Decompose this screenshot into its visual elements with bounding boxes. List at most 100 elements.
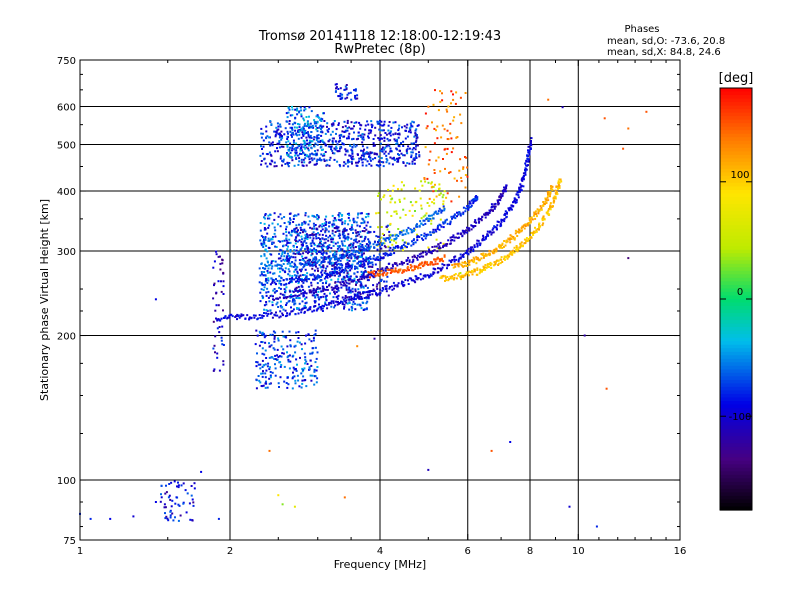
scatter-point bbox=[362, 302, 365, 304]
scatter-point bbox=[264, 217, 267, 220]
scatter-point bbox=[218, 331, 221, 334]
trace-point bbox=[391, 263, 394, 266]
scatter-point bbox=[294, 237, 297, 240]
scatter-point bbox=[380, 278, 383, 281]
trace-point bbox=[424, 260, 427, 263]
trace-point bbox=[402, 281, 405, 284]
colorbar-segment bbox=[720, 478, 752, 483]
scatter-point bbox=[285, 286, 288, 289]
scatter-point bbox=[379, 258, 382, 261]
scatter-point bbox=[263, 227, 266, 229]
scatter-point bbox=[414, 132, 417, 135]
scatter-point bbox=[301, 367, 304, 370]
trace-point bbox=[517, 230, 520, 233]
scatter-point bbox=[402, 154, 405, 157]
scatter-point bbox=[299, 226, 302, 229]
scatter-point bbox=[346, 238, 349, 241]
trace-point bbox=[336, 285, 339, 288]
trace-point bbox=[377, 243, 380, 246]
scatter-point bbox=[275, 303, 278, 306]
isolated-point bbox=[281, 503, 284, 506]
scatter-point bbox=[287, 360, 290, 363]
trace-point bbox=[507, 238, 510, 241]
scatter-point bbox=[335, 86, 338, 89]
scatter-point bbox=[339, 249, 342, 252]
scatter-point bbox=[313, 157, 316, 160]
scatter-point bbox=[348, 302, 351, 304]
scatter-point bbox=[361, 244, 364, 246]
scatter-point bbox=[301, 242, 304, 245]
scatter-point bbox=[283, 216, 286, 218]
scatter-point bbox=[385, 290, 388, 293]
scatter-point bbox=[355, 256, 358, 259]
scatter-point bbox=[379, 240, 382, 243]
scatter-point bbox=[168, 494, 171, 497]
trace-point bbox=[367, 271, 370, 274]
scatter-point bbox=[325, 228, 328, 231]
scatter-point bbox=[347, 137, 350, 140]
scatter-point bbox=[413, 135, 416, 138]
scatter-point bbox=[281, 251, 284, 254]
trace-point bbox=[293, 262, 296, 265]
trace-point bbox=[490, 262, 493, 265]
scatter-point bbox=[164, 517, 167, 520]
trace-point bbox=[416, 267, 419, 270]
scatter-point bbox=[329, 156, 332, 159]
scatter-point bbox=[365, 260, 368, 263]
scatter-point bbox=[300, 386, 303, 389]
scatter-point bbox=[369, 265, 372, 268]
trace-point bbox=[440, 267, 443, 270]
colorbar-segment bbox=[720, 488, 752, 494]
colorbar-segment bbox=[720, 168, 752, 173]
scatter-point bbox=[320, 290, 323, 293]
trace-point bbox=[397, 271, 400, 274]
scatter-point bbox=[212, 369, 215, 372]
scatter-point bbox=[385, 133, 388, 136]
scatter-point bbox=[447, 105, 450, 108]
scatter-point bbox=[411, 120, 414, 123]
scatter-point bbox=[214, 335, 217, 338]
scatter-point bbox=[277, 257, 280, 260]
trace-point bbox=[484, 254, 487, 257]
scatter-point bbox=[344, 162, 347, 165]
trace-point bbox=[523, 242, 526, 245]
scatter-point bbox=[261, 366, 264, 368]
scatter-point bbox=[322, 148, 324, 151]
colorbar-segment bbox=[720, 429, 752, 434]
trace-point bbox=[401, 263, 404, 266]
scatter-point bbox=[347, 216, 350, 219]
scatter-point bbox=[314, 224, 317, 226]
scatter-point bbox=[298, 341, 301, 344]
scatter-point bbox=[346, 93, 349, 96]
trace-point bbox=[415, 278, 418, 281]
trace-point bbox=[446, 264, 449, 267]
scatter-point bbox=[415, 156, 418, 159]
scatter-point bbox=[304, 356, 307, 359]
scatter-point bbox=[446, 110, 449, 113]
trace-point bbox=[351, 297, 353, 300]
trace-point bbox=[525, 223, 528, 226]
scatter-point bbox=[342, 231, 345, 234]
scatter-point bbox=[352, 246, 355, 249]
trace-point bbox=[413, 229, 415, 232]
scatter-point bbox=[384, 132, 387, 134]
scatter-point bbox=[262, 296, 265, 299]
scatter-point bbox=[348, 132, 351, 135]
trace-point bbox=[358, 278, 361, 281]
trace-point bbox=[281, 312, 284, 315]
trace-point bbox=[258, 314, 261, 316]
scatter-point bbox=[340, 133, 343, 136]
scatter-point bbox=[387, 124, 390, 127]
trace-point bbox=[412, 258, 415, 261]
colorbar-tick-label: 0 bbox=[737, 287, 743, 298]
scatter-point bbox=[283, 239, 286, 242]
scatter-point bbox=[381, 150, 384, 153]
trace-point bbox=[342, 271, 345, 274]
scatter-point bbox=[277, 240, 280, 242]
scatter-point bbox=[283, 252, 286, 255]
trace-point bbox=[446, 222, 449, 225]
scatter-point bbox=[358, 291, 361, 294]
colorbar-segment bbox=[720, 267, 752, 272]
trace-point bbox=[372, 243, 375, 246]
scatter-point bbox=[316, 134, 319, 137]
